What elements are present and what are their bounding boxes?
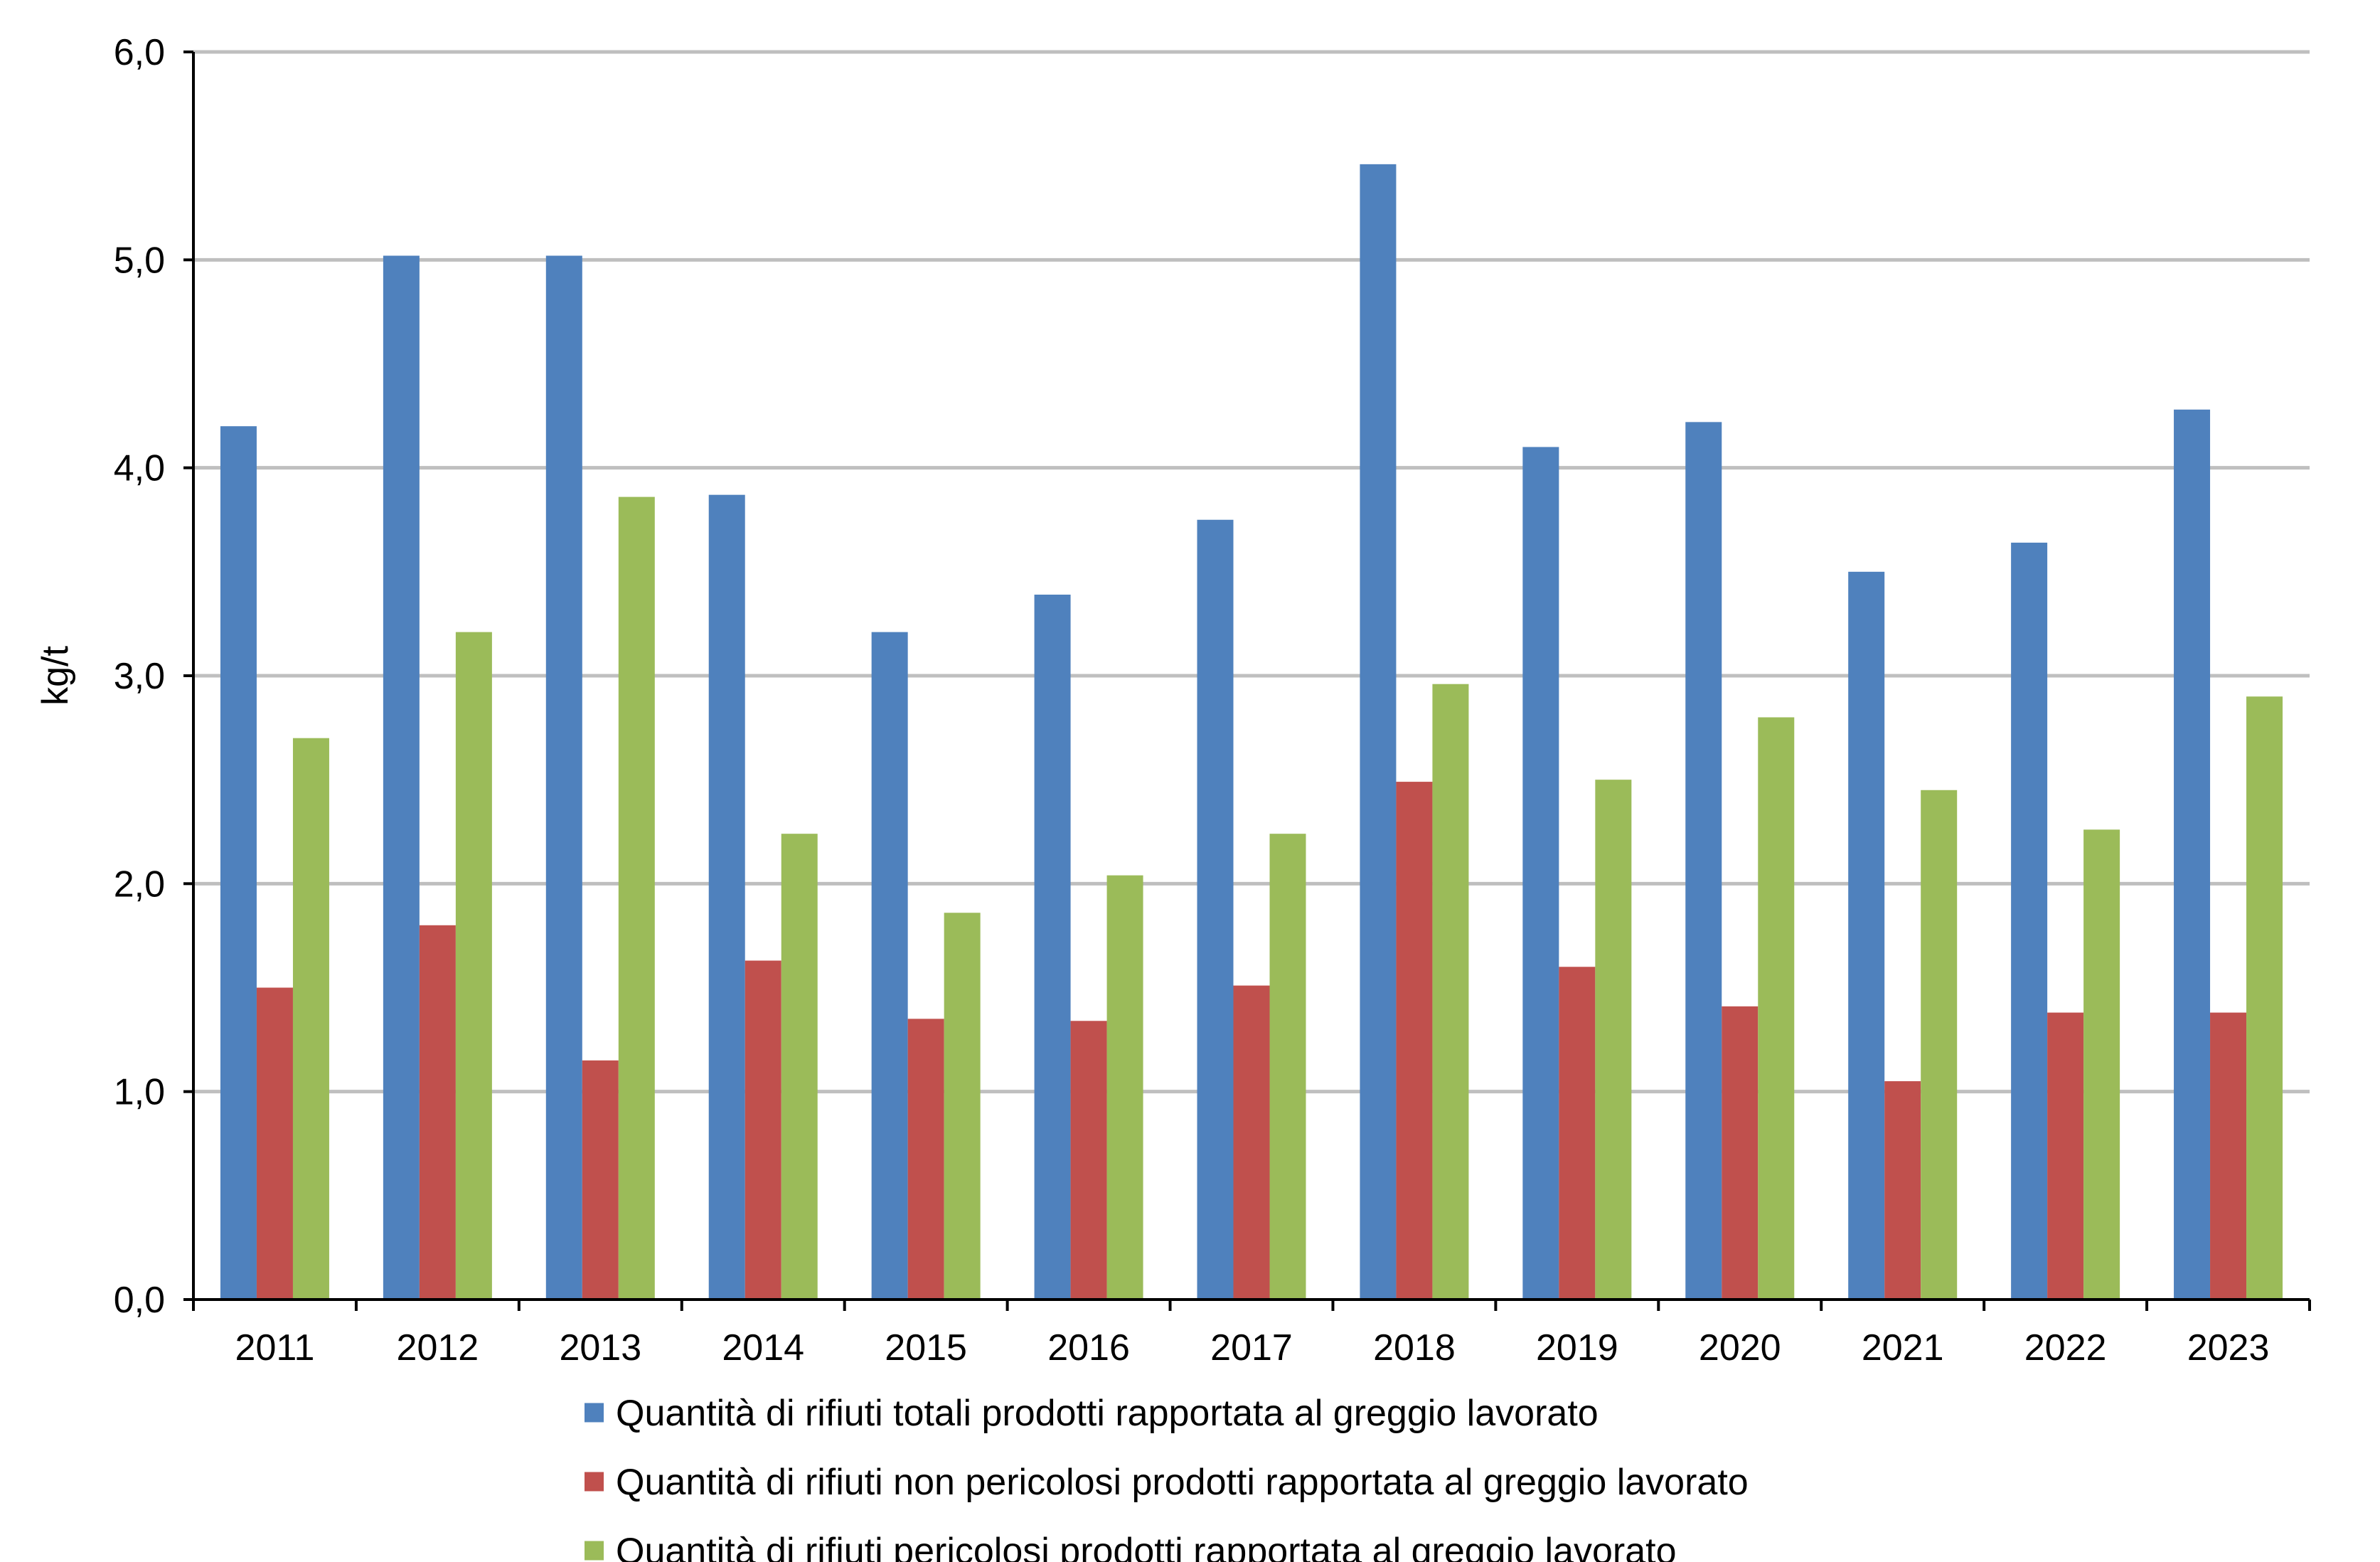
y-tick-label: 2,0 [114,864,165,905]
y-tick-label: 1,0 [114,1072,165,1113]
legend-label: Quantità di rifiuti pericolosi prodotti … [616,1531,1677,1562]
y-tick-label: 5,0 [114,240,165,281]
bar-non-pericolosi-2016 [1070,1021,1107,1300]
bar-totali-2020 [1685,422,1722,1300]
legend-swatch [585,1472,604,1492]
legend-label: Quantità di rifiuti non pericolosi prodo… [616,1462,1749,1503]
y-tick-label: 6,0 [114,32,165,73]
bar-totali-2022 [2011,542,2048,1300]
x-tick-label: 2014 [722,1327,804,1369]
y-tick-label: 3,0 [114,656,165,697]
bar-pericolosi-2020 [1758,717,1795,1300]
bar-totali-2011 [220,426,257,1300]
bar-pericolosi-2017 [1269,834,1306,1300]
bar-non-pericolosi-2018 [1396,782,1433,1300]
legend-label: Quantità di rifiuti totali prodotti rapp… [616,1393,1599,1434]
bar-pericolosi-2012 [455,632,492,1300]
legend-swatch [585,1403,604,1423]
bar-pericolosi-2013 [618,496,655,1300]
bar-non-pericolosi-2014 [745,960,781,1300]
bar-totali-2016 [1034,594,1071,1300]
bar-totali-2012 [383,255,420,1300]
bar-non-pericolosi-2023 [2210,1012,2247,1300]
bar-pericolosi-2023 [2246,696,2283,1300]
bar-non-pericolosi-2012 [419,925,456,1300]
x-tick-label: 2020 [1699,1327,1781,1369]
bar-non-pericolosi-2011 [256,987,293,1300]
bar-pericolosi-2018 [1432,684,1469,1300]
x-tick-label: 2019 [1536,1327,1618,1369]
axes: 0,0 1,0 2,0 3,0 4,0 5,0 6,0 2011 2012 2013 2014 201… [114,32,2311,1369]
bar-non-pericolosi-2019 [1559,967,1596,1300]
gridlines [193,50,2310,1094]
legend: Quantità di rifiuti totali prodotti rapp… [585,1393,1749,1562]
bar-non-pericolosi-2020 [1722,1006,1759,1300]
x-tick-label: 2023 [2187,1327,2270,1369]
bar-totali-2013 [545,255,582,1300]
bar-totali-2018 [1360,164,1397,1300]
y-tick-label: 4,0 [114,448,165,489]
bar-non-pericolosi-2017 [1233,985,1270,1300]
bars [220,164,2283,1300]
bar-totali-2014 [708,494,745,1300]
x-tick-label: 2021 [1862,1327,1944,1369]
y-axis-title: kg/t [35,646,76,706]
x-tick-label: 2012 [397,1327,479,1369]
bar-totali-2017 [1197,519,1234,1300]
bar-totali-2019 [1522,447,1559,1300]
bar-non-pericolosi-2022 [2047,1012,2084,1300]
bar-pericolosi-2016 [1106,875,1143,1300]
legend-swatch [585,1541,604,1561]
x-tick-label: 2017 [1210,1327,1293,1369]
bar-totali-2015 [871,632,908,1300]
bar-non-pericolosi-2015 [907,1019,944,1300]
bar-pericolosi-2022 [2083,829,2120,1300]
x-tick-label: 2016 [1047,1327,1130,1369]
bar-non-pericolosi-2021 [1884,1081,1921,1300]
x-tick-label: 2011 [235,1327,315,1369]
x-tick-label: 2022 [2024,1327,2107,1369]
bar-totali-2021 [1848,571,1885,1300]
bar-totali-2023 [2174,409,2211,1300]
bar-pericolosi-2014 [781,834,818,1300]
x-tick-label: 2013 [559,1327,641,1369]
x-tick-label: 2015 [885,1327,967,1369]
y-tick-label: 0,0 [114,1280,165,1321]
bar-pericolosi-2021 [1921,790,1958,1300]
bar-pericolosi-2019 [1595,780,1632,1300]
x-tick-label: 2018 [1373,1327,1456,1369]
bar-pericolosi-2015 [944,913,981,1300]
bar-pericolosi-2011 [292,738,329,1300]
bar-non-pericolosi-2013 [582,1060,619,1300]
